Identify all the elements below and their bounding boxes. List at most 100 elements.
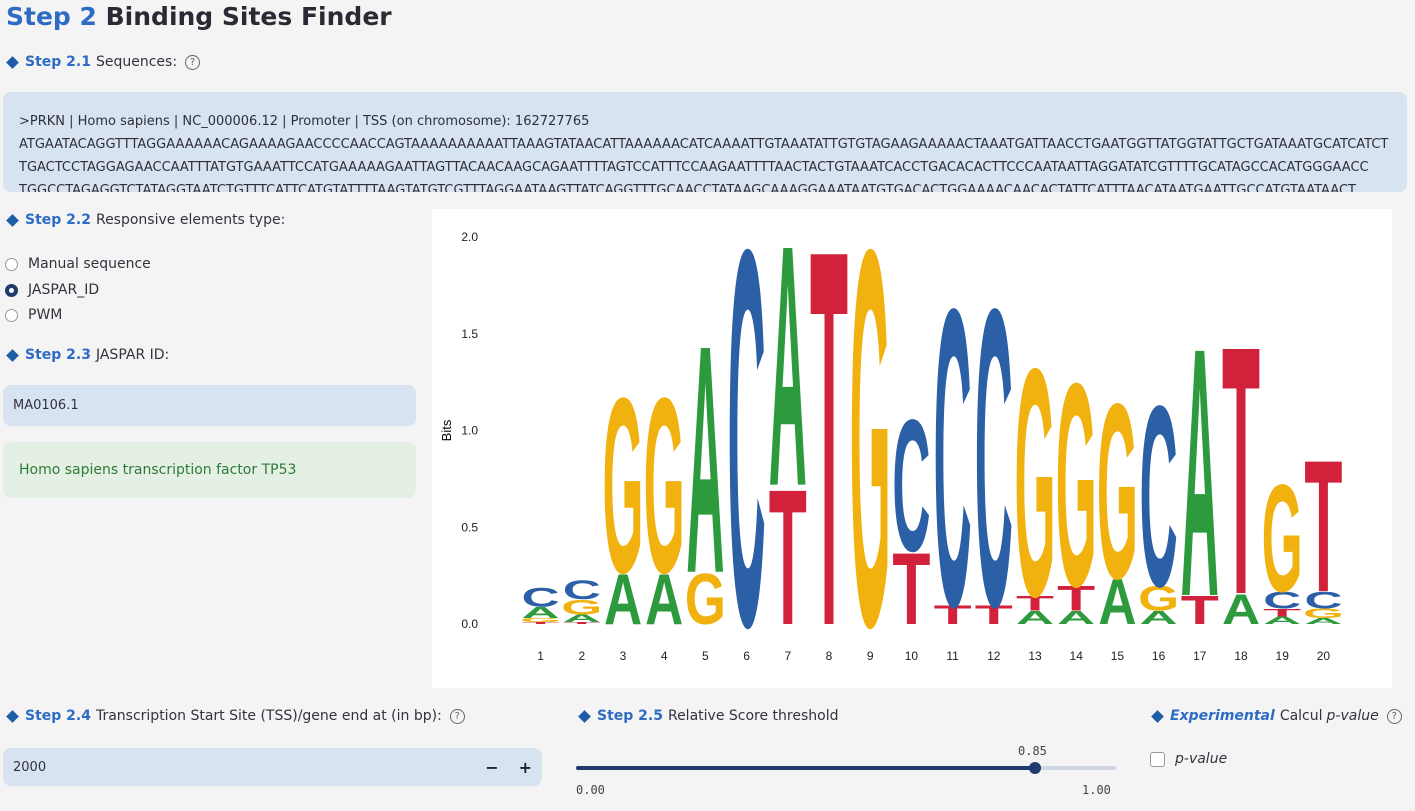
step-2-2-label: Responsive elements type: <box>95 212 286 228</box>
x-tick-label: 8 <box>826 649 833 663</box>
y-tick-label: 0.5 <box>461 520 478 534</box>
logo-letter-T: T <box>769 450 807 665</box>
x-tick-label: 5 <box>702 649 709 663</box>
logo-letter-G: G <box>1097 352 1138 632</box>
pvalue-checkbox[interactable] <box>1150 751 1165 767</box>
logo-letter-A: A <box>686 279 724 642</box>
diamond-icon <box>1151 709 1164 723</box>
logo-letter-A: A <box>1181 273 1219 670</box>
experimental-tag: Experimental <box>1170 708 1275 724</box>
logo-letter-G: G <box>1303 606 1344 621</box>
y-tick-label: 1.0 <box>461 424 478 438</box>
x-tick-label: 11 <box>946 649 959 663</box>
logo-letter-T: T <box>1263 607 1301 619</box>
help-icon[interactable]: ? <box>449 708 465 724</box>
radio-circle-selected[interactable] <box>5 283 18 297</box>
logo-letter-C: C <box>1304 587 1342 614</box>
logo-letter-T: T <box>522 622 560 625</box>
help-icon[interactable]: ? <box>185 54 201 70</box>
x-tick-label: 7 <box>784 649 791 663</box>
sequence-line-1: >PRKN | Homo sapiens | NC_000006.12 | Pr… <box>19 114 590 129</box>
pvalue-checkbox-row[interactable]: p-value <box>1150 751 1227 767</box>
logo-letter-G: G <box>850 209 891 688</box>
logo-letter-T: T <box>975 600 1013 630</box>
logo-letter-C: C <box>1263 587 1301 614</box>
radio-label: PWM <box>28 307 63 323</box>
x-tick-label: 18 <box>1234 649 1248 663</box>
logo-letter-T: T <box>1181 589 1219 634</box>
radio-jaspar-id[interactable]: JASPAR_ID <box>0 282 99 298</box>
x-tick-label: 4 <box>661 649 668 663</box>
step-2-4-label: Transcription Start Site (TSS)/gene end … <box>95 708 442 724</box>
radio-circle[interactable] <box>5 257 18 271</box>
x-tick-label: 2 <box>578 649 585 663</box>
step-2-5-header: Step 2.5 Relative Score threshold <box>577 708 838 724</box>
step-2-5-label: Relative Score threshold <box>667 708 839 724</box>
step-2-3-header: Step 2.3 JASPAR ID: <box>5 347 169 363</box>
logo-letter-A: A <box>563 613 601 625</box>
logo-letter-G: G <box>685 560 726 640</box>
diamond-icon <box>6 348 19 362</box>
logo-letter-G: G <box>1262 453 1303 624</box>
y-tick-label: 2.0 <box>461 230 478 244</box>
logo-letter-T: T <box>934 600 972 630</box>
x-tick-label: 13 <box>1028 649 1042 663</box>
score-slider-max: 1.00 <box>1082 783 1111 797</box>
radio-pwm[interactable]: PWM <box>0 307 62 323</box>
logo-letter-C: C <box>1140 353 1178 641</box>
logo-letter-T: T <box>1304 421 1342 632</box>
score-slider-value: 0.85 <box>1018 744 1047 758</box>
decrement-button[interactable]: − <box>485 757 499 777</box>
step-2-2-number: Step 2.2 <box>25 212 91 228</box>
logo-letter-A: A <box>1304 617 1342 626</box>
logo-letter-C: C <box>892 382 930 592</box>
x-tick-label: 16 <box>1152 649 1166 663</box>
logo-letter-A: A <box>1263 615 1301 627</box>
sequence-logo-chart: Bits 0.0 0.5 1.0 1.5 2.0 T G A C 1 T A G C 2 A G 3 A G 4 G A 5 C 6… <box>432 137 1392 739</box>
y-tick-label: 1.5 <box>461 327 478 341</box>
step-2-4-header: Step 2.4 Transcription Start Site (TSS)/… <box>5 708 465 724</box>
logo-letter-G: G <box>644 346 685 626</box>
jaspar-info-text: Homo sapiens transcription factor TP53 <box>19 462 297 478</box>
logo-letter-A: A <box>1057 607 1095 628</box>
diamond-icon <box>578 709 591 723</box>
step-2-3-number: Step 2.3 <box>25 347 91 363</box>
sequence-line-3: TGACTCCTAGGAGAACCAATTTATGTGAAATTCCATGAAA… <box>19 160 1369 175</box>
x-tick-label: 15 <box>1111 649 1125 663</box>
x-tick-label: 6 <box>743 649 750 663</box>
step-2-1-number: Step 2.1 <box>25 54 91 70</box>
step-2-5-number: Step 2.5 <box>597 708 663 724</box>
help-icon[interactable]: ? <box>1386 708 1402 724</box>
experimental-header: Experimental Calcul p-value ? <box>1150 708 1402 724</box>
diamond-icon <box>6 55 19 69</box>
logo-letter-G: G <box>561 595 602 619</box>
jaspar-id-value: MA0106.1 <box>13 398 79 413</box>
y-axis-label: Bits <box>439 419 454 441</box>
logo-letter-A: A <box>645 560 683 640</box>
radio-circle[interactable] <box>5 308 18 322</box>
sequence-textarea[interactable]: >PRKN | Homo sapiens | NC_000006.12 | Pr… <box>3 92 1407 192</box>
sequence-line-4: TGGCCTAGAGGTCTATAGGTAATCTGTTTCATTCATGTAT… <box>19 183 1356 192</box>
tss-value: 2000 <box>13 759 47 775</box>
step-2-2-header: Step 2.2 Responsive elements type: <box>5 212 285 228</box>
tss-number-input[interactable]: 2000 − + <box>3 748 542 786</box>
logo-letter-C: C <box>975 222 1013 688</box>
page-title-step: Step 2 <box>6 2 97 31</box>
diamond-icon <box>6 213 19 227</box>
logo-letter-T: T <box>810 209 848 688</box>
score-slider-min: 0.00 <box>576 783 605 797</box>
logo-letter-A: A <box>769 209 807 559</box>
jaspar-info-box: Homo sapiens transcription factor TP53 <box>3 442 416 498</box>
step-2-4-number: Step 2.4 <box>25 708 91 724</box>
logo-letter-A: A <box>1016 607 1054 628</box>
radio-label: JASPAR_ID <box>28 282 100 298</box>
x-tick-label: 19 <box>1276 649 1290 663</box>
radio-manual-sequence[interactable]: Manual sequence <box>0 256 151 272</box>
logo-letter-T: T <box>563 622 601 625</box>
score-slider-thumb[interactable] <box>1029 762 1041 774</box>
increment-button[interactable]: + <box>518 757 532 777</box>
jaspar-id-input[interactable]: MA0106.1 <box>3 385 416 426</box>
logo-letter-T: T <box>1222 271 1260 668</box>
experimental-label-em: p-value <box>1326 708 1379 724</box>
